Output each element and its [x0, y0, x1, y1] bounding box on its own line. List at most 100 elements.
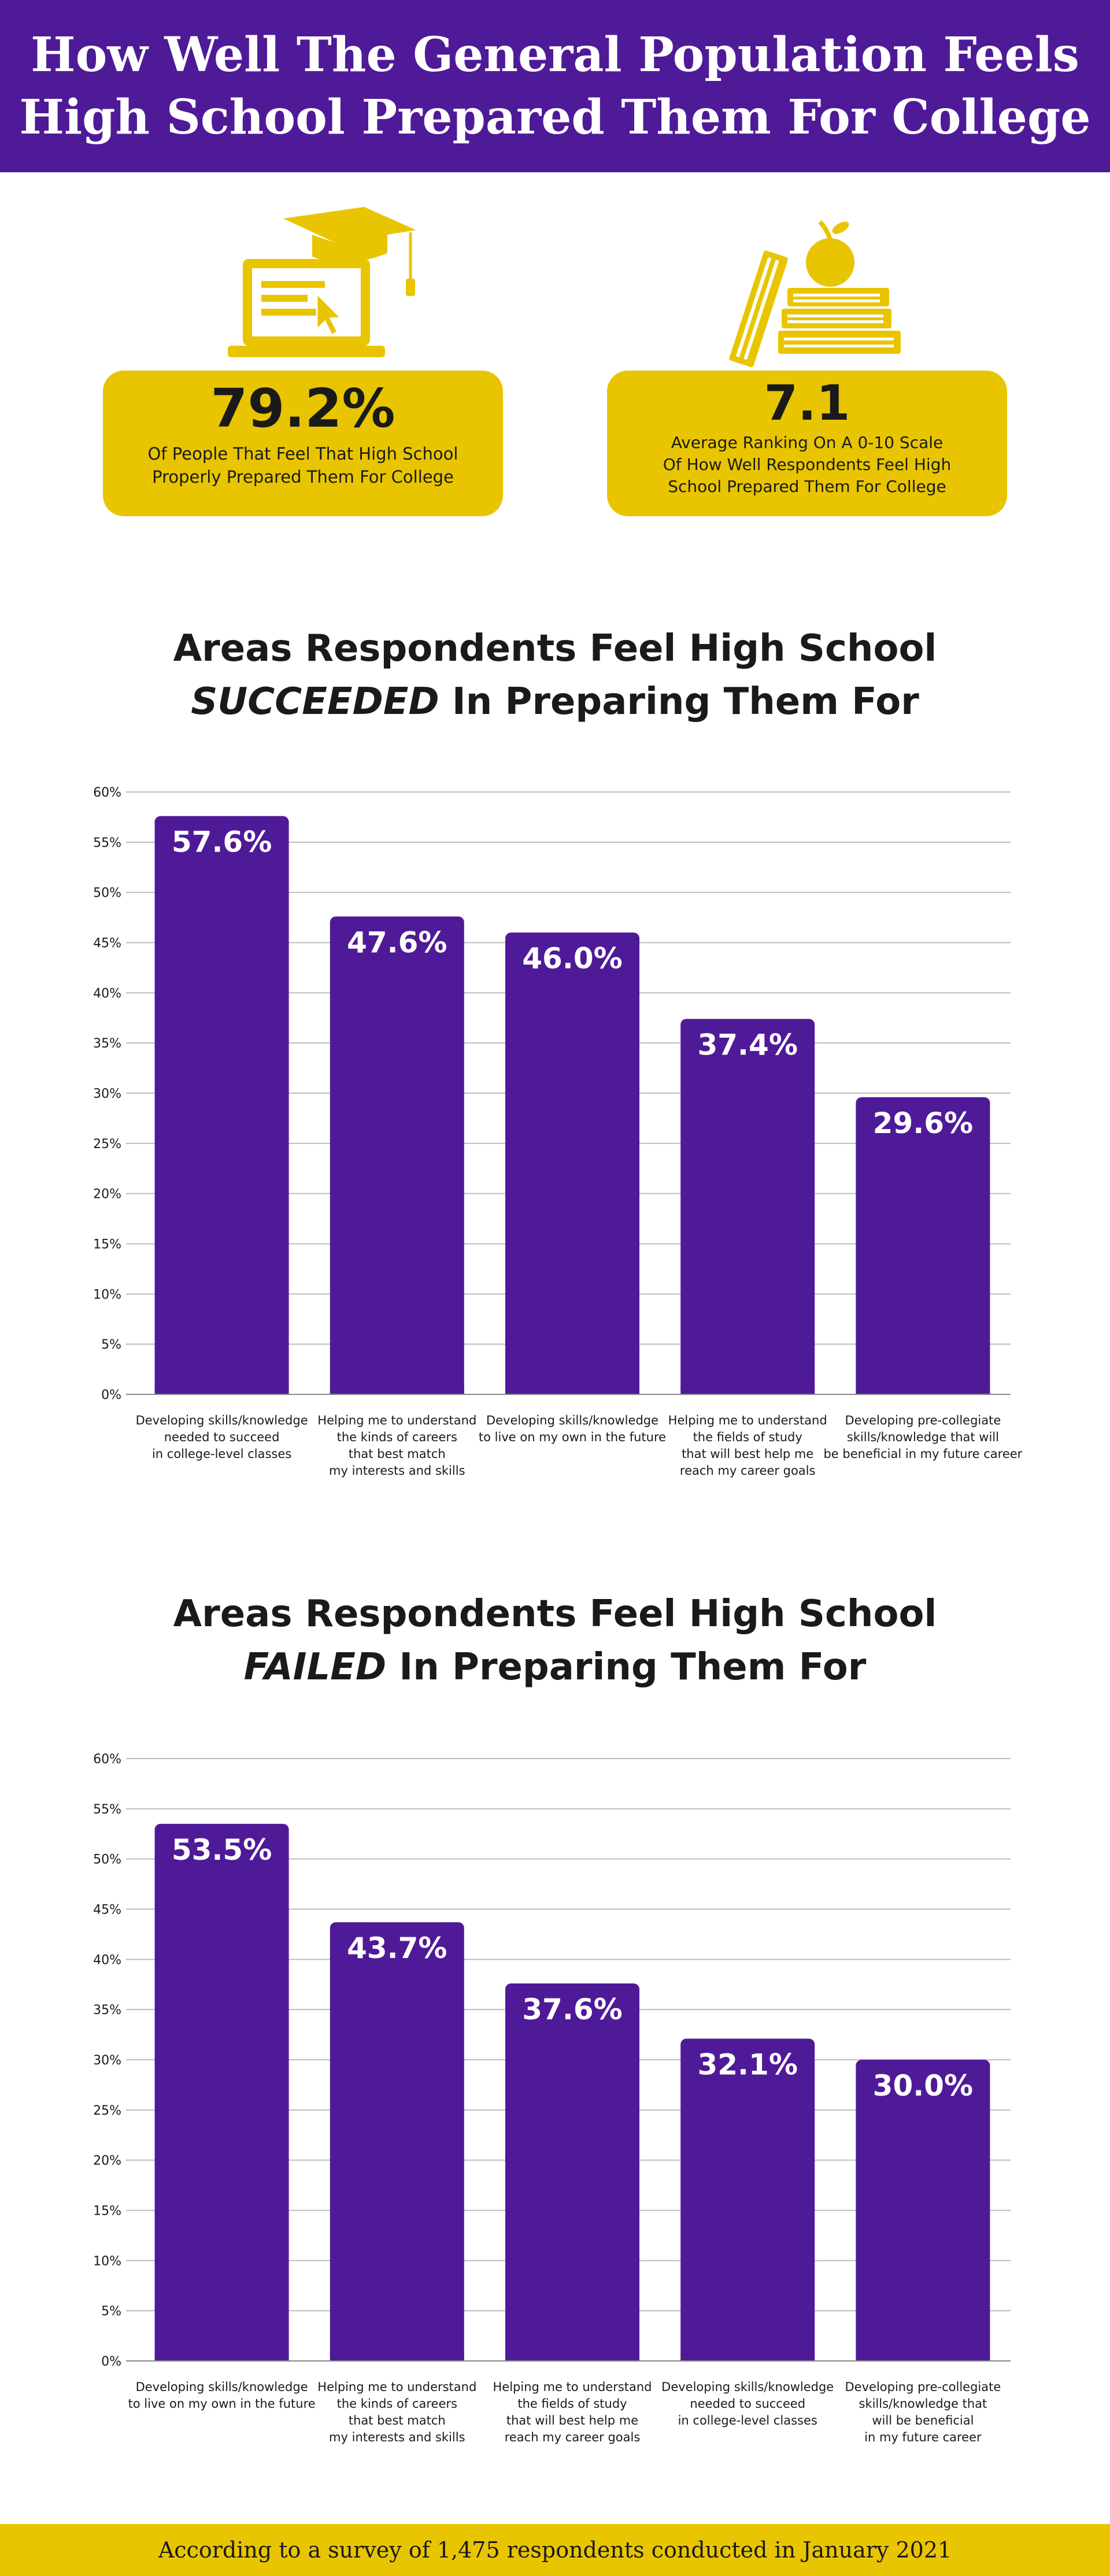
x-category-label-line: the kinds of careers	[337, 1430, 457, 1444]
stat-description: Average Ranking On A 0-10 Scale Of How W…	[663, 432, 951, 498]
x-category-label: Developing pre-collegiate skills/knowledg…	[845, 2380, 1001, 2444]
bar-base	[330, 2353, 464, 2361]
x-category-label: Helping me to understand the kinds of car…	[317, 1413, 476, 1478]
x-category-label-line: Helping me to understand	[317, 2380, 476, 2394]
bar	[856, 2060, 990, 2361]
bar-base	[154, 2353, 289, 2361]
bar-value-label: 47.6%	[347, 926, 447, 959]
y-tick-label: 55%	[93, 1803, 121, 1817]
header-banner: How Well The General Population Feels Hi…	[0, 0, 1110, 172]
stat-description-line: Of How Well Respondents Feel High	[663, 455, 952, 474]
stat-description-line: School Prepared Them For College	[668, 477, 946, 496]
y-tick-label: 25%	[93, 1137, 121, 1152]
x-category-label-line: skills/knowledge that will	[847, 1430, 999, 1444]
x-category-label-line: Developing pre-collegiate	[845, 1413, 1001, 1427]
stat-card-prepared-percent: 79.2% Of People That Feel That High Scho…	[103, 371, 503, 516]
bar-base	[505, 1386, 639, 1394]
y-tick-label: 60%	[93, 1752, 121, 1767]
y-tick-label: 45%	[93, 1903, 121, 1918]
x-category-label: Helping me to understand the kinds of car…	[317, 2380, 476, 2444]
bar	[154, 816, 289, 1394]
x-category-label-line: in college-level classes	[152, 1447, 291, 1461]
y-tick-label: 30%	[93, 1087, 121, 1101]
bar-base	[680, 1386, 815, 1394]
bar-value-label: 53.5%	[172, 1833, 272, 1867]
y-tick-label: 0%	[101, 1388, 121, 1402]
bar	[680, 2038, 815, 2361]
chart-title-failed: Areas Respondents Feel High School FAILE…	[0, 1587, 1110, 1694]
x-category-label-line: in college-level classes	[678, 2414, 817, 2427]
y-tick-label: 10%	[93, 2254, 121, 2268]
x-category-label-line: Helping me to understand	[317, 1413, 476, 1427]
y-tick-label: 45%	[93, 937, 121, 951]
y-tick-label: 15%	[93, 1238, 121, 1252]
x-category-label-line: needed to succeed	[690, 2397, 805, 2411]
y-tick-label: 0%	[101, 2355, 121, 2369]
x-category-label: Helping me to understand the fields of st…	[668, 1413, 827, 1478]
y-tick-label: 15%	[93, 2204, 121, 2219]
x-category-label-line: that will best help me	[682, 1447, 813, 1461]
x-category-label-line: my interests and skills	[329, 1464, 465, 1478]
bar-base	[856, 2353, 990, 2361]
x-category-label-line: the fields of study	[693, 1430, 802, 1444]
x-category-label-line: in my future career	[864, 2430, 982, 2444]
chart-title-line: Areas Respondents Feel High School	[173, 627, 937, 670]
chart-title-emphasis: SUCCEEDED	[191, 680, 439, 723]
y-tick-label: 55%	[93, 836, 121, 850]
chart-title-rest: In Preparing Them For	[386, 1646, 867, 1689]
y-tick-label: 20%	[93, 2154, 121, 2168]
chart-title-emphasis: FAILED	[243, 1646, 387, 1689]
x-category-label: Developing skills/knowledge needed to suc…	[661, 2380, 834, 2427]
footer-banner: According to a survey of 1,475 responden…	[0, 2524, 1110, 2576]
header-title-line-2: High School Prepared Them For College	[19, 90, 1091, 145]
bar	[680, 1019, 815, 1394]
x-category-label-line: Developing skills/knowledge	[486, 1413, 658, 1427]
bar	[856, 1097, 990, 1394]
y-tick-label: 25%	[93, 2104, 121, 2118]
x-category-label-line: the kinds of careers	[337, 2397, 457, 2411]
x-category-label: Helping me to understand the fields of st…	[493, 2380, 652, 2444]
y-tick-label: 20%	[93, 1187, 121, 1202]
y-tick-label: 5%	[101, 2304, 121, 2319]
y-tick-label: 10%	[93, 1287, 121, 1302]
chart-title-line: Areas Respondents Feel High School	[173, 1593, 937, 1635]
stat-description-line: Of People That Feel That High School	[147, 444, 458, 464]
bar	[330, 916, 464, 1394]
bar	[505, 932, 639, 1394]
bar-base	[856, 1386, 990, 1394]
bar	[330, 1922, 464, 2361]
x-category-label-line: that best match	[349, 2414, 446, 2427]
bar	[505, 1983, 639, 2361]
x-category-label-line: that best match	[349, 1447, 446, 1461]
y-tick-label: 40%	[93, 1953, 121, 1967]
x-category-label-line: needed to succeed	[164, 1430, 280, 1444]
bar-base	[330, 1386, 464, 1394]
x-category-label-line: to live on my own in the future	[128, 2397, 316, 2411]
x-category-label-line: that will best help me	[506, 2414, 638, 2427]
bar	[154, 1823, 289, 2361]
x-category-label-line: my interests and skills	[329, 2430, 465, 2444]
chart-title-line: SUCCEEDED In Preparing Them For	[0, 675, 1110, 728]
y-tick-label: 35%	[93, 2003, 121, 2018]
x-category-label-line: Helping me to understand	[668, 1413, 827, 1427]
stat-value: 79.2%	[210, 377, 395, 439]
bar-base	[680, 2353, 815, 2361]
y-tick-label: 40%	[93, 986, 121, 1001]
x-category-label: Developing pre-collegiate skills/knowledg…	[823, 1413, 1022, 1461]
books-apple-icon	[706, 206, 903, 376]
bar-value-label: 37.4%	[697, 1028, 797, 1061]
x-category-label-line: will be beneficial	[872, 2414, 974, 2427]
bar-value-label: 46.0%	[522, 942, 622, 975]
y-tick-label: 50%	[93, 886, 121, 901]
bar-value-label: 32.1%	[697, 2048, 797, 2082]
bar-value-label: 57.6%	[172, 826, 272, 859]
x-category-label: Developing skills/knowledge to live on my…	[128, 2380, 316, 2411]
y-tick-label: 60%	[93, 786, 121, 800]
y-tick-label: 30%	[93, 2053, 121, 2068]
chart-succeeded: 0% 5% 10% 15% 20% 25% 30% 35% 40% 45% 50% 55% 60% 57.…	[93, 786, 1023, 1478]
stat-description-line: Average Ranking On A 0-10 Scale	[671, 433, 944, 452]
bar-value-label: 37.6%	[522, 1993, 622, 2026]
x-category-label-line: Helping me to understand	[493, 2380, 652, 2394]
chart-failed: 0% 5% 10% 15% 20% 25% 30% 35% 40% 45% 50% 55% 60% 53.…	[93, 1752, 1011, 2444]
footer-source-note: According to a survey of 1,475 responden…	[158, 2537, 952, 2563]
